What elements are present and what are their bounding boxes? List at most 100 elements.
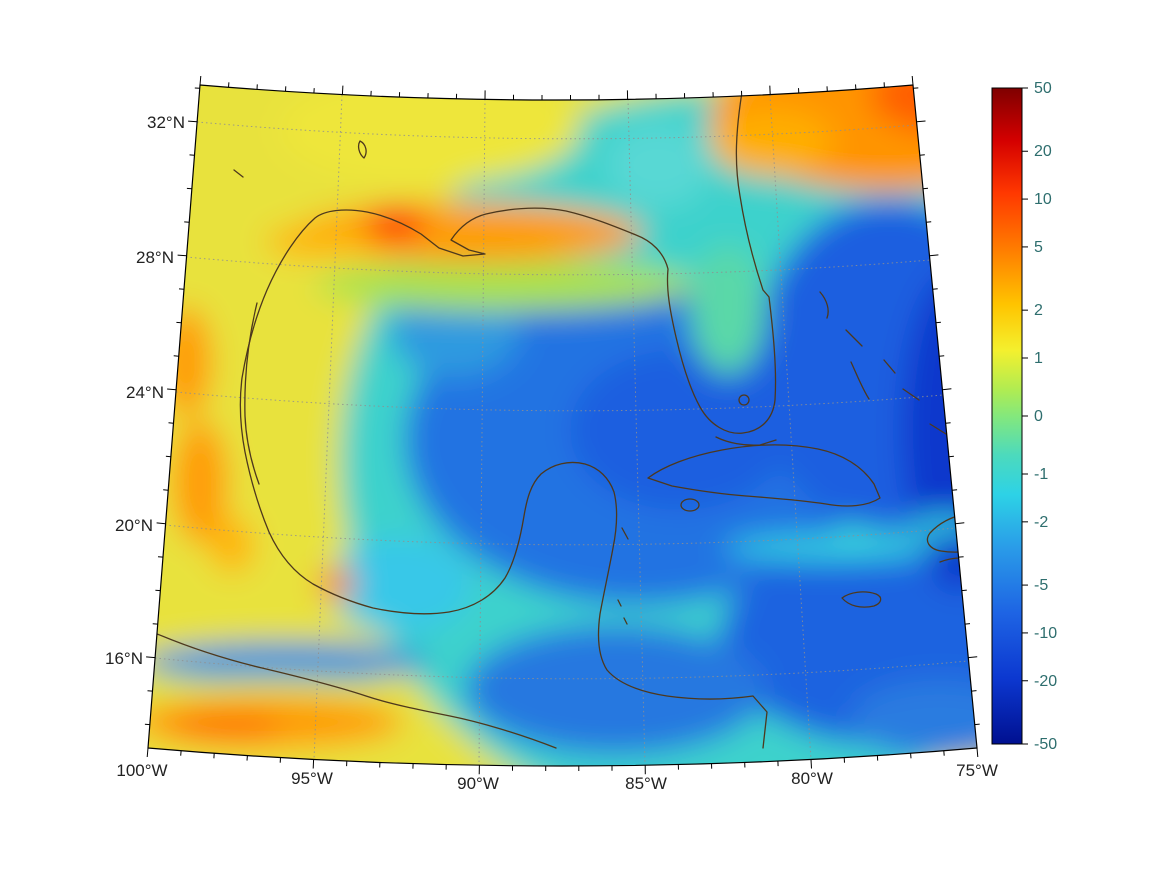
field-blob [570,350,790,510]
field-blob [690,245,766,375]
frame-tick [932,288,938,290]
field-blob [160,307,212,417]
lon-tick-label: 85°W [625,774,667,793]
colorbar-tick-label: 20 [1034,143,1052,160]
frame-tick [952,489,958,491]
parallel-32n [196,121,917,140]
frame-tick [146,656,156,659]
frame-tick [942,388,952,391]
coastline-jamaica [841,591,882,608]
coastlines [148,91,977,749]
coastline-isle-of-youth [680,498,700,512]
frame-tick [974,723,980,726]
frame-tick [919,154,925,156]
colorbar-tick-label: 50 [1034,80,1052,97]
frame-tick [156,522,166,525]
axis-labels: 32°N 28°N 24°N 20°N 16°N 100°W 95°W 90°W… [105,113,998,793]
colorbar-tick-label: -50 [1034,736,1057,753]
colorbar-tick-label: -2 [1034,514,1048,531]
colorbar-tick-label: 10 [1034,191,1052,208]
frame-tick [188,120,198,123]
frame-tick [955,522,965,525]
lon-tick-label: 95°W [291,769,333,788]
meridian-90w [478,98,486,766]
lon-tick-label: 100°W [116,761,167,780]
field-blob [465,625,765,755]
frame-tick [961,589,967,592]
frame-tick [948,455,954,458]
meridian-95w [313,94,343,761]
lon-tick-label: 80°W [791,769,833,788]
axis-ticks [144,75,980,775]
coastline-florida-keys [715,436,777,446]
field-blob [755,200,977,530]
colorbar-tick-label: 5 [1034,239,1043,256]
field-blob [148,678,410,698]
graticule [154,94,969,766]
frame-tick [968,656,978,659]
colorbar-tick-label: -5 [1034,577,1048,594]
coastline-pacific-mexico [148,629,557,749]
field-blob [328,537,472,633]
field-blob [316,570,356,598]
field-blob [606,123,710,207]
colorbar-tick-label: 0 [1034,408,1043,425]
colorbar-tick-label: 2 [1034,302,1043,319]
frame-tick [939,355,945,357]
frame-tick [911,75,914,86]
parallel-16n [154,657,969,680]
field-blob [850,680,977,760]
field-blob [265,226,375,258]
frame-tick [964,623,971,625]
parallel-20n [164,524,956,546]
frame-tick [976,747,979,758]
coastline-bahamas [819,291,947,435]
frame-tick [199,75,202,86]
meridian-85w [627,98,646,766]
colorbar-gradient-bar [991,87,1023,745]
map-frame [147,84,978,767]
field-blob [365,206,425,238]
field-blob [910,515,977,535]
frame-tick [971,690,977,692]
lon-tick-label: 75°W [956,761,998,780]
frame-tick [146,747,149,758]
lat-tick-label: 28°N [136,248,174,267]
field-blob [148,642,430,682]
colorbar-tick-label: -10 [1034,625,1057,642]
field-blob [725,535,935,561]
field-blob [710,108,834,176]
field-blob [170,712,280,744]
lat-tick-label: 16°N [105,649,143,668]
frame-tick [926,221,932,223]
lat-tick-label: 20°N [115,516,153,535]
coastline-small-islands [233,140,629,625]
frame-tick [341,85,344,95]
frame-tick [916,120,926,123]
colorbar-tick-label: -1 [1034,466,1048,483]
lat-tick-label: 32°N [147,113,185,132]
lat-tick-label: 24°N [126,383,164,402]
frame-tick [810,759,812,769]
heatmap-field [148,85,977,766]
parallel-24n [175,391,944,412]
frame-tick [167,388,177,391]
frame-tick [177,254,187,257]
frame-tick [929,254,939,257]
field-blob [280,85,580,185]
lon-tick-label: 90°W [457,774,499,793]
frame-tick [945,422,951,424]
colorbar-tick-label: 1 [1034,350,1043,367]
heatmap-blobs [148,85,977,766]
frame-tick [922,187,929,190]
coastline-texas-lagoon [244,302,260,485]
field-blob [315,259,695,311]
coastline-cuba [647,444,881,507]
field-blob [210,517,254,573]
field-blob [172,420,228,544]
lake-okeechobee [738,394,750,406]
